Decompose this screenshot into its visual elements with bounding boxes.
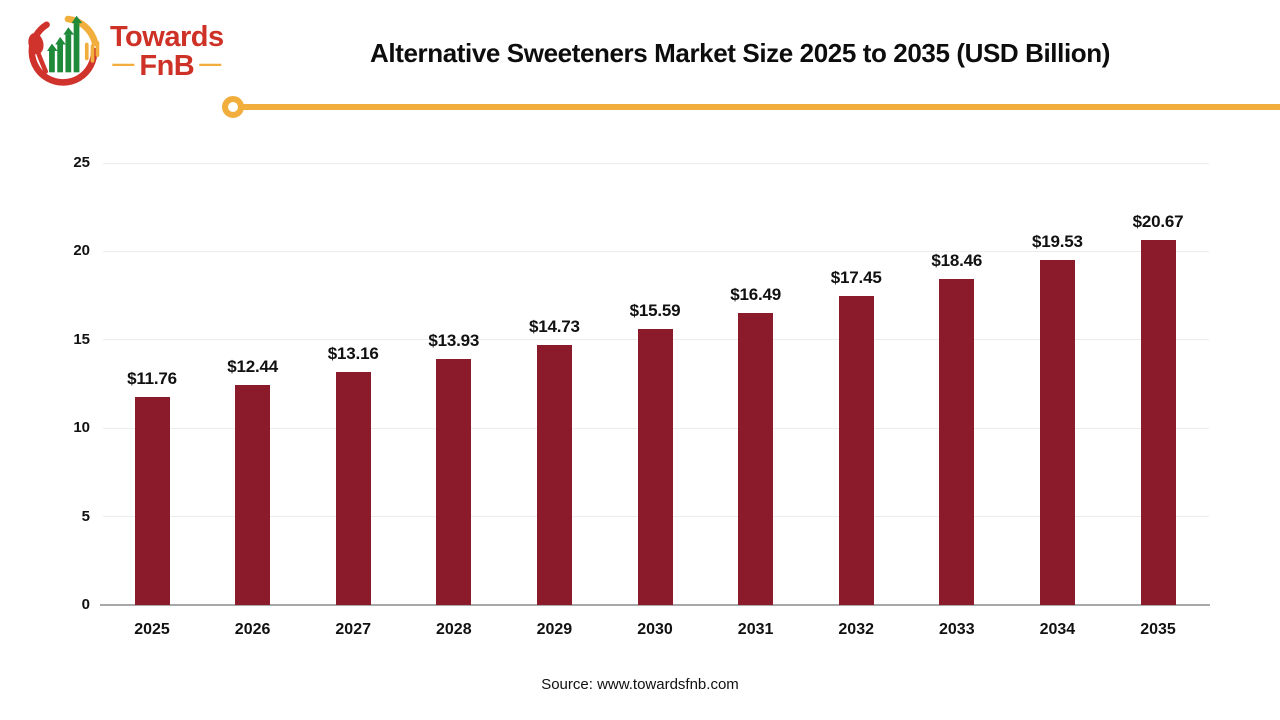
x-axis-label-2029: 2029 <box>536 621 573 638</box>
towardsfnb-logo-icon <box>28 15 100 86</box>
y-tick-label-0: 0 <box>81 596 90 613</box>
value-label-2027: $13.16 <box>327 344 379 364</box>
bar-2032 <box>838 296 874 605</box>
x-axis-label-2028: 2028 <box>436 621 472 638</box>
bar-2026 <box>235 385 271 605</box>
y-tick-label-15: 15 <box>73 330 90 348</box>
x-axis-label-2031: 2031 <box>737 621 774 638</box>
x-axis-label-2033: 2033 <box>939 621 975 638</box>
x-axis-label-2034: 2034 <box>1039 621 1076 638</box>
logo-dash-right: — <box>199 51 222 76</box>
x-axis-label-2035: 2035 <box>1140 621 1176 638</box>
y-tick-label-10: 10 <box>73 419 90 437</box>
value-label-2032: $17.45 <box>830 268 882 288</box>
page-title: Alternative Sweeteners Market Size 2025 … <box>370 38 1110 68</box>
value-label-2035: $20.67 <box>1132 211 1184 231</box>
bar-2033 <box>939 278 975 605</box>
divider-ring <box>222 96 244 118</box>
y-tick-label-20: 20 <box>73 242 90 260</box>
divider-line <box>243 104 1280 110</box>
logo-dash-left: — <box>112 51 135 76</box>
value-label-2028: $13.93 <box>428 330 480 350</box>
value-label-2029: $14.73 <box>528 316 580 336</box>
bar-2034 <box>1039 259 1075 605</box>
bar-2028 <box>436 358 472 605</box>
x-axis-label-2030: 2030 <box>637 621 673 638</box>
x-axis-line <box>100 604 1210 606</box>
value-label-2026: $12.44 <box>227 357 278 377</box>
gridline-25 <box>103 162 1209 164</box>
value-label-2034: $19.53 <box>1031 231 1083 251</box>
logo-brand-bottom: FnB <box>139 50 195 82</box>
logo-brand-top: Towards <box>110 21 224 53</box>
x-axis-label-2025: 2025 <box>134 621 170 638</box>
x-axis-label-2026: 2026 <box>234 621 271 638</box>
bar-2025 <box>134 397 170 605</box>
value-label-2025: $11.76 <box>127 369 177 389</box>
logo-wordmark: Towards — FnB — <box>110 21 224 82</box>
y-tick-label-5: 5 <box>81 507 90 525</box>
bar-2031 <box>738 313 774 605</box>
y-tick-label-25: 25 <box>73 154 90 171</box>
value-label-2030: $15.59 <box>629 301 681 321</box>
source-text: Source: www.towardsfnb.com <box>541 676 739 693</box>
x-axis-label-2032: 2032 <box>838 621 874 638</box>
bar-2029 <box>536 344 572 605</box>
bar-2027 <box>335 372 371 605</box>
x-axis-label-2027: 2027 <box>335 621 371 638</box>
bar-2035 <box>1140 239 1176 605</box>
logo: Towards — FnB — <box>22 12 224 90</box>
value-label-2033: $18.46 <box>931 250 983 270</box>
bar-2030 <box>637 329 673 605</box>
value-label-2031: $16.49 <box>730 285 781 305</box>
gridline-20 <box>103 250 1209 252</box>
